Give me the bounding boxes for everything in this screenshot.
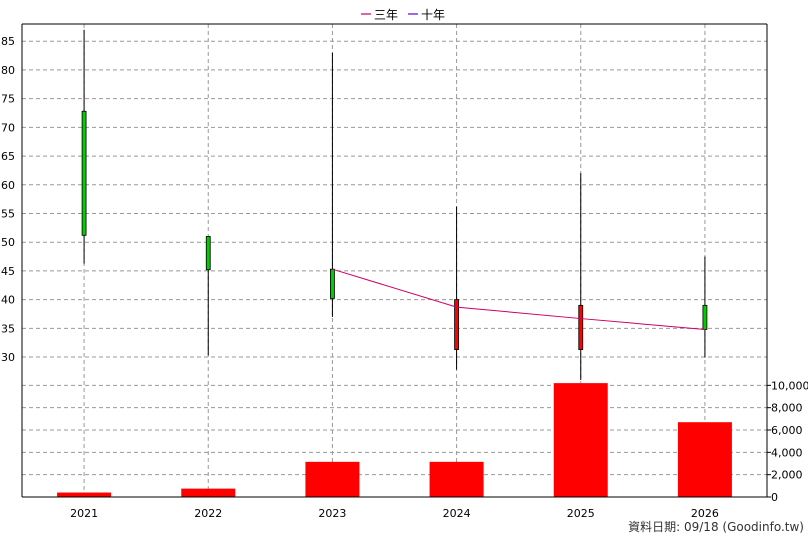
price-tick-label: 30 bbox=[1, 351, 15, 364]
volume-tick-label: 4,000 bbox=[771, 446, 803, 459]
price-tick-label: 60 bbox=[1, 179, 15, 192]
candle-body bbox=[454, 299, 459, 350]
candlesticks bbox=[81, 29, 708, 380]
price-tick-label: 75 bbox=[1, 93, 15, 106]
x-tick-label: 2022 bbox=[194, 507, 222, 520]
x-tick-label: 2026 bbox=[691, 507, 719, 520]
volume-bar bbox=[553, 383, 608, 497]
candle-body bbox=[702, 304, 708, 330]
price-tick-label: 65 bbox=[1, 150, 15, 163]
avg-lines bbox=[332, 268, 705, 330]
volume-tick-label: 6,000 bbox=[771, 424, 803, 437]
price-tick-label: 85 bbox=[1, 35, 15, 48]
volume-tick-label: 8,000 bbox=[771, 402, 803, 415]
price-tick-label: 45 bbox=[1, 265, 15, 278]
volume-bars bbox=[57, 383, 732, 497]
legend-label: 十年 bbox=[421, 8, 445, 22]
candle-body bbox=[205, 236, 211, 271]
volume-bar bbox=[429, 461, 484, 497]
price-tick-label: 80 bbox=[1, 64, 15, 77]
grid bbox=[22, 24, 767, 498]
price-tick-label: 55 bbox=[1, 207, 15, 220]
legend-label: 三年 bbox=[374, 8, 398, 22]
x-tick-label: 2024 bbox=[443, 507, 471, 520]
volume-tick-label: 10,000 bbox=[771, 379, 808, 392]
price-tick-label: 35 bbox=[1, 322, 15, 335]
volume-bar bbox=[181, 488, 236, 497]
volume-bar bbox=[305, 461, 360, 497]
candle-body bbox=[330, 268, 335, 299]
volume-tick-label: 0 bbox=[771, 491, 778, 504]
x-tick-label: 2025 bbox=[567, 507, 595, 520]
candle-body bbox=[81, 110, 87, 236]
axes bbox=[21, 23, 771, 498]
candle-body bbox=[578, 304, 584, 350]
source-note: 資料日期: 09/18 (Goodinfo.tw) bbox=[628, 520, 804, 534]
price-tick-label: 70 bbox=[1, 121, 15, 134]
price-tick-label: 50 bbox=[1, 236, 15, 249]
x-tick-label: 2023 bbox=[318, 507, 346, 520]
price-tick-label: 40 bbox=[1, 294, 15, 307]
tick-labels: 30 35 40 45 50 55 60 65 70 75 80 85 0 2,000 4,000 6,000… bbox=[1, 35, 808, 520]
x-tick-label: 2021 bbox=[70, 507, 98, 520]
volume-tick-label: 2,000 bbox=[771, 469, 803, 482]
volume-bar bbox=[57, 492, 112, 497]
volume-bar bbox=[677, 422, 732, 497]
three-year-line bbox=[332, 268, 705, 330]
legend: 三年 十年 bbox=[361, 8, 445, 22]
